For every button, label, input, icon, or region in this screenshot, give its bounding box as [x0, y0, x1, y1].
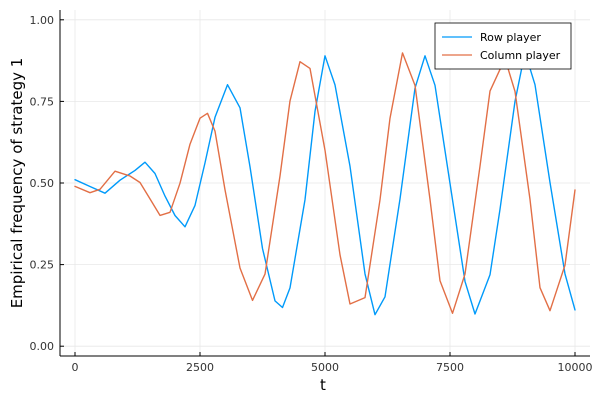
series-line-column-player — [74, 52, 576, 314]
y-axis-label: Empirical frequency of strategy 1 — [8, 58, 26, 309]
legend-label-column-player: Column player — [480, 49, 561, 62]
x-tick-label: 5000 — [311, 361, 339, 374]
legend-label-row-player: Row player — [480, 31, 541, 44]
legend-box — [434, 22, 572, 70]
y-tick-label: 1.00 — [30, 14, 55, 27]
x-tick-label: 7500 — [436, 361, 464, 374]
x-tick-label: 0 — [72, 361, 79, 374]
y-tick-label: 0.75 — [30, 95, 55, 108]
x-tick-label: 2500 — [186, 361, 214, 374]
series-group — [74, 51, 576, 316]
x-ticks: 0 2500 5000 7500 10000 — [72, 352, 593, 374]
y-tick-label: 0.25 — [30, 259, 55, 272]
y-ticks: 0.00 0.25 0.50 0.75 1.00 — [30, 14, 64, 353]
x-axis-label: t — [320, 376, 326, 394]
y-tick-label: 0.00 — [30, 340, 55, 353]
series-line-row-player — [74, 51, 576, 316]
x-tick-label: 10000 — [558, 361, 593, 374]
legend: Row player Column player — [434, 22, 572, 70]
y-tick-label: 0.50 — [30, 177, 55, 190]
